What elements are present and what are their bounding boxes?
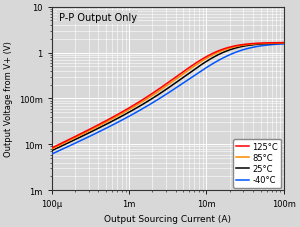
85°C xyxy=(226,48,230,51)
85°C xyxy=(250,44,253,46)
-40°C xyxy=(198,71,201,74)
-40°C xyxy=(226,55,230,58)
Text: P-P Output Only: P-P Output Only xyxy=(58,13,136,23)
125°C xyxy=(250,43,253,46)
25°C xyxy=(226,50,230,53)
Line: 25°C: 25°C xyxy=(52,44,284,151)
25°C xyxy=(198,65,201,68)
25°C xyxy=(250,44,253,47)
125°C xyxy=(185,69,188,72)
25°C xyxy=(64,143,68,146)
Line: 125°C: 125°C xyxy=(52,43,284,148)
-40°C xyxy=(250,47,253,50)
Legend: 125°C, 85°C, 25°C, -40°C: 125°C, 85°C, 25°C, -40°C xyxy=(233,139,281,188)
125°C xyxy=(64,140,68,143)
85°C xyxy=(191,67,194,69)
85°C xyxy=(64,141,68,144)
125°C xyxy=(198,60,201,63)
85°C xyxy=(282,42,286,45)
125°C xyxy=(191,64,194,67)
125°C xyxy=(226,47,230,50)
-40°C xyxy=(185,80,188,83)
25°C xyxy=(282,43,286,45)
125°C xyxy=(50,147,53,150)
-40°C xyxy=(64,146,68,149)
25°C xyxy=(191,70,194,73)
25°C xyxy=(50,150,53,152)
125°C xyxy=(282,42,286,45)
X-axis label: Output Sourcing Current (A): Output Sourcing Current (A) xyxy=(104,214,231,223)
Line: 85°C: 85°C xyxy=(52,44,284,149)
Y-axis label: Output Voltage from V+ (V): Output Voltage from V+ (V) xyxy=(4,41,13,157)
25°C xyxy=(185,74,188,77)
-40°C xyxy=(50,153,53,156)
85°C xyxy=(50,148,53,151)
Line: -40°C: -40°C xyxy=(52,45,284,154)
-40°C xyxy=(191,76,194,79)
85°C xyxy=(198,62,201,65)
85°C xyxy=(185,71,188,74)
-40°C xyxy=(282,43,286,46)
